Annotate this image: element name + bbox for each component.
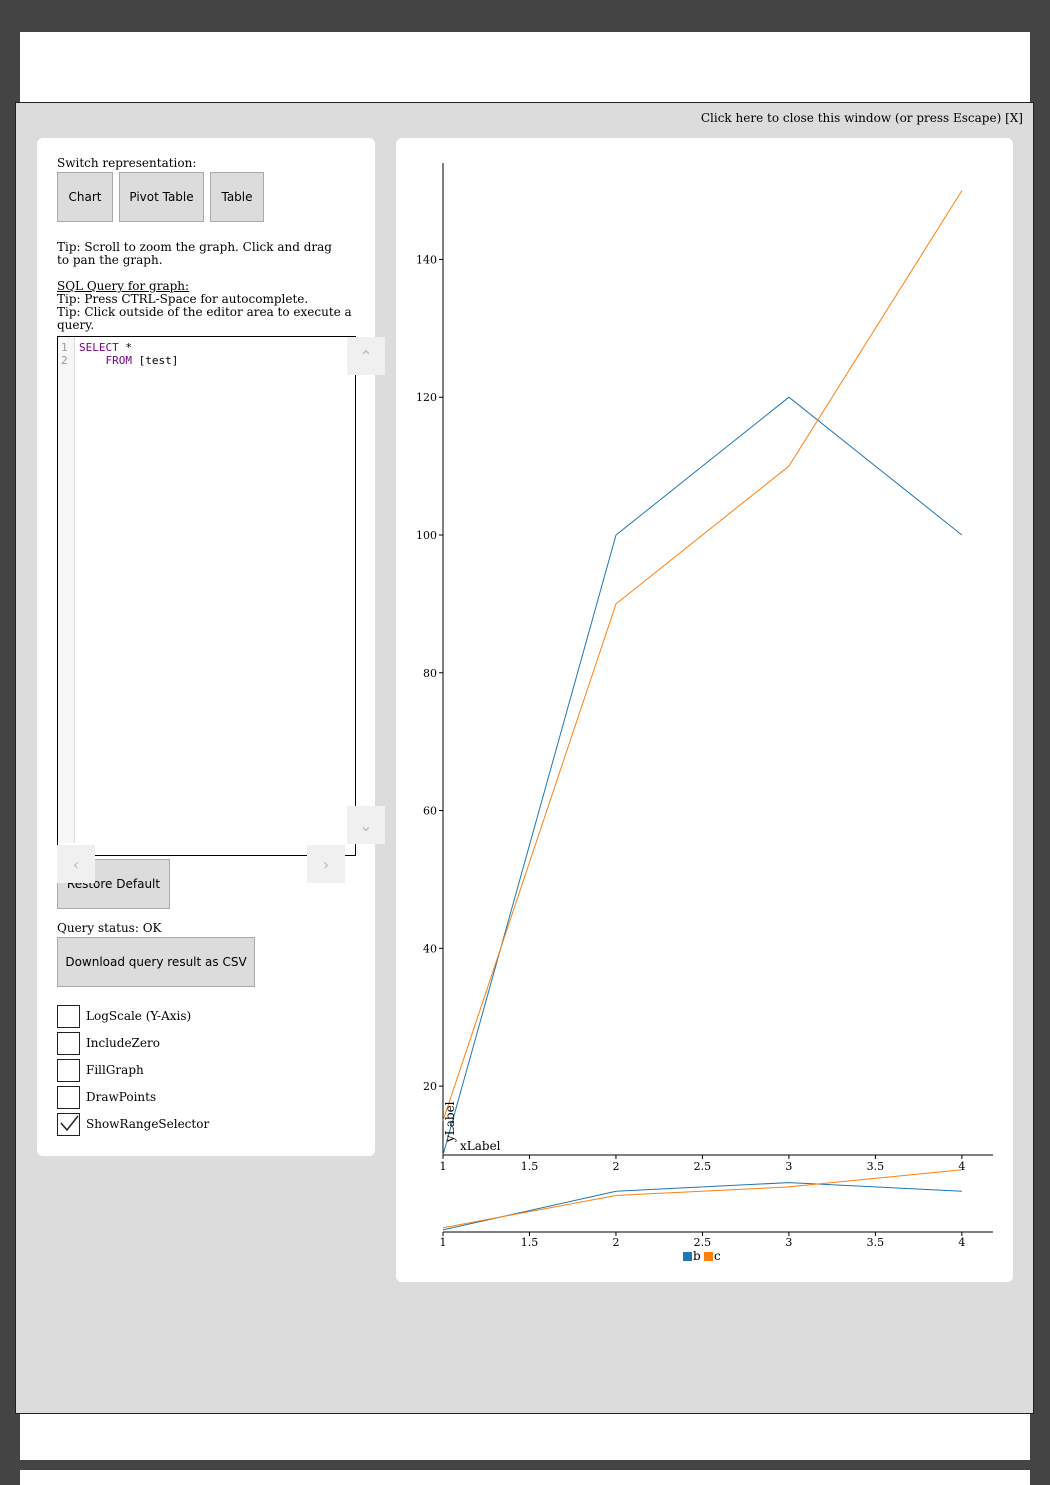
y-tick-label: 140 <box>416 253 437 266</box>
checkbox-label: LogScale (Y-Axis) <box>86 1009 192 1023</box>
sql-text: [test] <box>132 354 179 367</box>
left-panel: Switch representation: Chart Pivot Table… <box>37 138 385 1156</box>
sql-editor[interactable]: 1 2 SELECT * FROM [test] <box>57 336 356 856</box>
close-window-link[interactable]: Click here to close this window (or pres… <box>700 111 1023 125</box>
range-selector-line-b[interactable] <box>442 1182 962 1231</box>
code-line-1[interactable]: SELECT * <box>79 341 132 354</box>
x-axis-label: xLabel <box>460 1139 501 1153</box>
scroll-right-button[interactable]: › <box>307 845 345 883</box>
range-tick-label: 2 <box>612 1236 619 1249</box>
checkbox-label: IncludeZero <box>86 1036 160 1050</box>
range-tick-label: 3.5 <box>867 1236 885 1249</box>
sql-keyword: SELECT <box>79 341 119 354</box>
query-status-text: Query status: OK <box>57 921 162 935</box>
series-line-c <box>442 190 963 1121</box>
restore-default-button[interactable]: Restore Default <box>57 859 170 909</box>
checkbox-box[interactable] <box>57 1085 80 1109</box>
x-tick-label: 2 <box>612 1160 619 1173</box>
tip-execute-text: Tip: Click outside of the editor area to… <box>57 305 352 332</box>
checkbox-show-range-selector[interactable]: ShowRangeSelector <box>57 1111 209 1137</box>
scroll-up-button[interactable]: ⌃ <box>347 337 385 375</box>
line-number: 2 <box>61 354 68 367</box>
checkbox-box[interactable] <box>57 1004 80 1028</box>
code-line-2[interactable]: FROM [test] <box>79 354 179 367</box>
tip-zoom-text: Tip: Scroll to zoom the graph. Click and… <box>57 240 332 267</box>
legend-label-b: b <box>693 1249 701 1263</box>
switch-representation-label: Switch representation: <box>57 156 197 170</box>
y-tick-label: 40 <box>423 942 437 955</box>
x-tick-label: 2.5 <box>694 1160 712 1173</box>
legend-swatch-c <box>704 1252 713 1261</box>
range-tick-label: 1 <box>440 1236 447 1249</box>
x-tick-label: 3 <box>785 1160 792 1173</box>
table-button[interactable]: Table <box>210 172 264 222</box>
popup-window: Click here to close this window (or pres… <box>15 102 1034 1414</box>
checkmark-icon <box>59 1115 79 1132</box>
checkbox-fill-graph[interactable]: FillGraph <box>57 1057 144 1083</box>
checkbox-draw-points[interactable]: DrawPoints <box>57 1084 156 1110</box>
series-line-b <box>442 396 963 1156</box>
checkbox-label: ShowRangeSelector <box>86 1117 210 1131</box>
sql-text: * <box>118 341 132 354</box>
chevron-down-icon: ⌄ <box>359 815 373 835</box>
y-tick-label: 60 <box>423 805 437 818</box>
chart-panel[interactable]: 20 40 60 80 100 120 140 1 1.5 2 2.5 3 3.5 4 1 1.5 2 2.5 3… <box>396 138 1013 1282</box>
page-background-top <box>20 32 1030 104</box>
checkbox-box[interactable] <box>57 1058 80 1082</box>
checkbox-logscale[interactable]: LogScale (Y-Axis) <box>57 1003 191 1029</box>
sql-keyword: FROM <box>105 354 133 367</box>
line-chart[interactable]: 20 40 60 80 100 120 140 1 1.5 2 2.5 3 3.5 4 1 1.5 2 2.5 3… <box>396 138 1013 1282</box>
editor-gutter <box>58 337 75 843</box>
x-tick-label: 3.5 <box>867 1160 885 1173</box>
chevron-left-icon: ‹ <box>72 854 80 874</box>
download-csv-button[interactable]: Download query result as CSV <box>57 937 255 987</box>
chart-button[interactable]: Chart <box>57 172 113 222</box>
y-tick-label: 120 <box>416 391 437 404</box>
checkbox-label: FillGraph <box>86 1063 144 1077</box>
y-axis-label: yLabel <box>443 1101 457 1143</box>
checkbox-box[interactable] <box>57 1112 80 1136</box>
scroll-left-button[interactable]: ‹ <box>57 845 95 883</box>
range-tick-label: 2.5 <box>694 1236 712 1249</box>
chevron-right-icon: › <box>322 854 330 874</box>
line-number: 1 <box>61 341 68 354</box>
checkbox-label: DrawPoints <box>86 1090 157 1104</box>
y-tick-label: 100 <box>416 529 437 542</box>
y-tick-label: 80 <box>423 667 437 680</box>
range-tick-label: 3 <box>785 1236 792 1249</box>
x-tick-label: 4 <box>958 1160 965 1173</box>
page-background-bottom <box>20 1414 1030 1460</box>
x-tick-label: 1 <box>440 1160 447 1173</box>
range-selector-line-c[interactable] <box>442 1169 962 1229</box>
chevron-up-icon: ⌃ <box>359 346 373 366</box>
x-tick-label: 1.5 <box>521 1160 539 1173</box>
range-tick-label: 1.5 <box>521 1236 539 1249</box>
legend-swatch-b <box>683 1252 692 1261</box>
legend: b c <box>683 1249 721 1263</box>
checkbox-include-zero[interactable]: IncludeZero <box>57 1030 160 1056</box>
legend-label-c: c <box>714 1249 721 1263</box>
y-tick-label: 20 <box>423 1080 437 1093</box>
pivot-table-button[interactable]: Pivot Table <box>119 172 204 222</box>
checkbox-box[interactable] <box>57 1031 80 1055</box>
tip-autocomplete-text: Tip: Press CTRL-Space for autocomplete. <box>57 292 309 306</box>
page-background-bottom-strip <box>20 1470 1030 1485</box>
sql-query-label: SQL Query for graph: <box>57 279 190 293</box>
range-tick-label: 4 <box>958 1236 965 1249</box>
scroll-down-button[interactable]: ⌄ <box>347 806 385 844</box>
